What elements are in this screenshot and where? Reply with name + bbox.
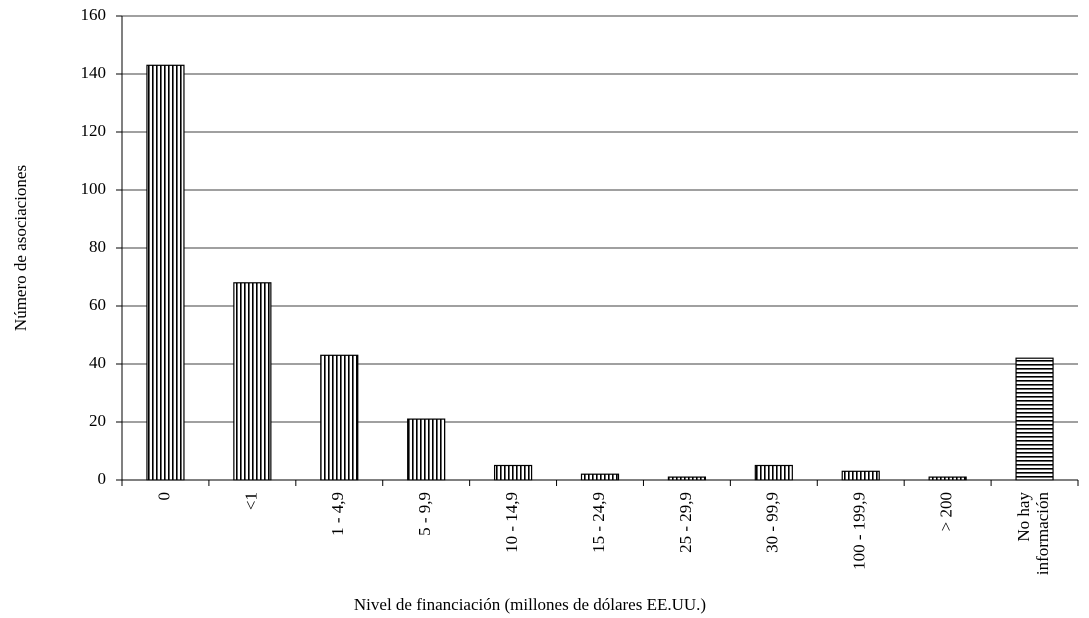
bar [580, 473, 620, 481]
bar [233, 282, 272, 481]
y-tick-label: 120 [81, 121, 107, 140]
bar [1015, 357, 1054, 481]
bar [667, 476, 707, 481]
x-tick-label: > 200 [937, 492, 956, 531]
bar [493, 464, 533, 481]
x-tick-label: 10 - 14,9 [502, 492, 521, 553]
x-tick-label: 100 - 199,9 [850, 492, 869, 570]
y-tick-label: 140 [81, 63, 107, 82]
x-tick-label: 30 - 99,9 [763, 492, 782, 553]
bar [146, 64, 185, 481]
bar [320, 354, 359, 481]
y-tick-label: 20 [89, 411, 106, 430]
y-tick-label: 160 [81, 5, 107, 24]
x-tick-label: 15 - 24,9 [589, 492, 608, 553]
x-tick-label: 25 - 29,9 [676, 492, 695, 553]
x-tick-label: No hayinformación [1014, 492, 1052, 576]
x-axis-label: Nivel de financiación (millones de dólar… [354, 595, 706, 614]
x-tick-label: 0 [154, 492, 173, 501]
x-tick-label: <1 [241, 492, 260, 510]
y-tick-label: 0 [98, 469, 107, 488]
bar [754, 464, 793, 481]
bar [928, 476, 967, 481]
y-tick-label: 40 [89, 353, 106, 372]
y-tick-label: 80 [89, 237, 106, 256]
y-tick-label: 100 [81, 179, 107, 198]
bar [407, 418, 446, 481]
x-tick-label: 5 - 9,9 [415, 492, 434, 536]
bar [841, 470, 880, 481]
y-axis-label: Número de asociaciones [11, 165, 30, 331]
y-tick-label: 60 [89, 295, 106, 314]
x-tick-label: 1 - 4,9 [328, 492, 347, 536]
